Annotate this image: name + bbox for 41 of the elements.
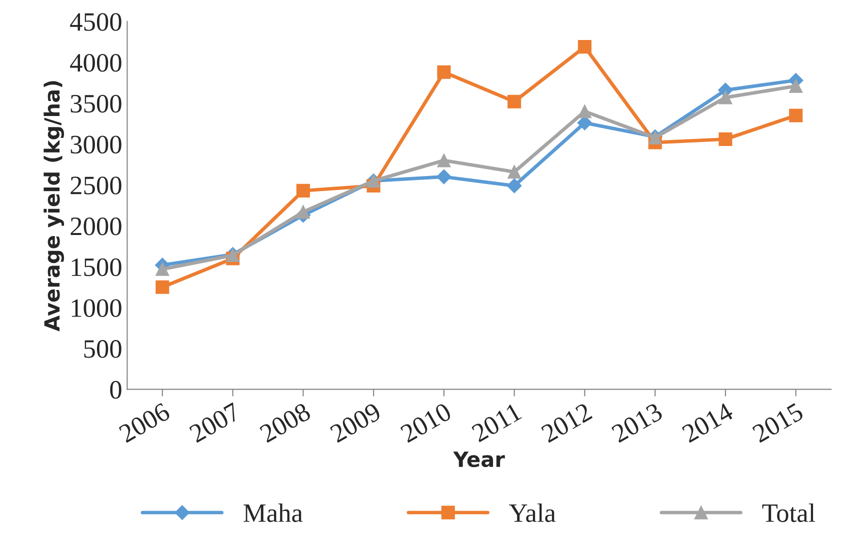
point <box>296 205 310 219</box>
x-tick-label: 2010 <box>400 402 452 444</box>
point <box>437 154 451 168</box>
x-tick-label: 2008 <box>258 402 312 444</box>
legend-label: Total <box>762 503 816 522</box>
y-tick-label: 500 <box>84 340 122 358</box>
x-tick-label: 2006 <box>118 402 171 444</box>
y-tick-label: 2000 <box>70 217 122 236</box>
x-tick-label: 2007 <box>188 402 242 444</box>
point <box>506 178 522 194</box>
x-tick-label: 2011 <box>470 402 522 443</box>
x-tick-label: 2014 <box>681 402 734 444</box>
y-tick-label: 4000 <box>70 54 122 72</box>
y-tick-label: 4500 <box>70 13 122 31</box>
point <box>578 104 592 118</box>
point <box>296 184 310 198</box>
legend-label: Yala <box>509 503 556 522</box>
point <box>156 262 170 276</box>
point <box>789 79 803 93</box>
y-tick-label: 3000 <box>70 136 122 154</box>
x-tick-label: 2009 <box>329 402 382 444</box>
y-tick-label: 1500 <box>72 258 122 276</box>
y-tick-label: 3500 <box>70 94 122 113</box>
point <box>718 132 732 146</box>
x-axis-title: Year <box>453 452 505 468</box>
point <box>156 280 170 294</box>
point <box>437 65 451 79</box>
point <box>436 169 452 184</box>
y-axis-title: Average yield (kg/ha) <box>44 81 64 332</box>
x-tick-label: 2015 <box>752 402 804 444</box>
point <box>789 108 803 122</box>
y-tick-label: 1000 <box>72 299 122 317</box>
y-tick-label: 0 <box>110 380 122 399</box>
x-tick-label: 2013 <box>610 402 664 444</box>
point <box>508 94 522 108</box>
point <box>508 165 522 179</box>
point <box>578 40 592 54</box>
x-tick-label: 2012 <box>540 402 593 444</box>
point <box>718 90 732 104</box>
y-tick-label: 2500 <box>70 176 122 194</box>
legend-label: Maha <box>244 503 303 522</box>
